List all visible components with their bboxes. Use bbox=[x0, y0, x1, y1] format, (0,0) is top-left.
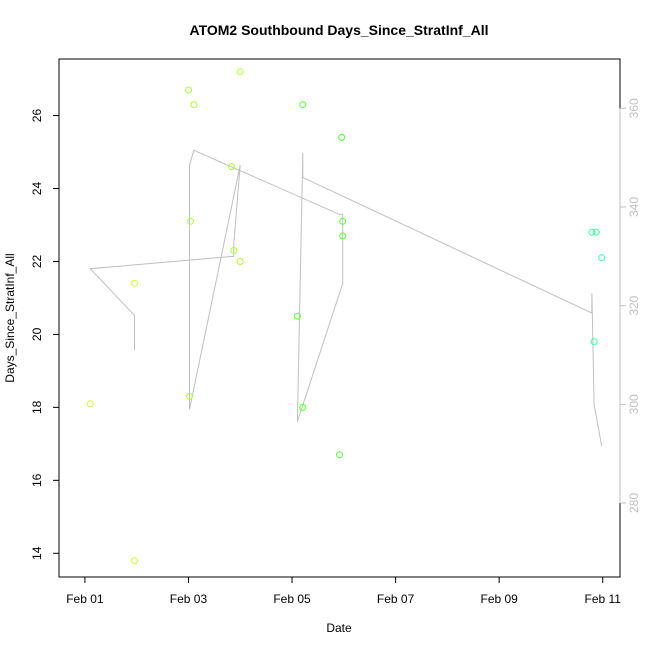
plot-frame bbox=[58, 58, 621, 578]
x-tick-label: Feb 03 bbox=[170, 592, 208, 606]
y2-tick-label: 360 bbox=[627, 98, 641, 118]
track-line bbox=[89, 149, 603, 447]
data-point bbox=[592, 228, 600, 236]
data-point bbox=[86, 400, 94, 408]
data-point bbox=[131, 557, 138, 565]
data-point bbox=[190, 101, 198, 109]
data-point bbox=[336, 451, 343, 459]
data-point bbox=[338, 133, 346, 141]
y-tick-label: 26 bbox=[30, 109, 44, 123]
data-point bbox=[339, 232, 347, 240]
data-point bbox=[588, 228, 596, 236]
point-layer bbox=[86, 68, 606, 565]
y-axis-right: 280 300 320 340 360 bbox=[619, 98, 641, 513]
data-point bbox=[598, 254, 606, 262]
data-point bbox=[590, 338, 598, 346]
data-point bbox=[293, 312, 301, 320]
data-point bbox=[228, 163, 236, 171]
x-tick-label: Feb 05 bbox=[273, 592, 311, 606]
data-point bbox=[236, 258, 244, 265]
data-point bbox=[299, 403, 307, 411]
y-tick-label: 14 bbox=[30, 546, 44, 560]
data-point bbox=[339, 217, 347, 225]
y2-tick-label: 340 bbox=[627, 197, 641, 217]
y-axis-left: 14 16 18 20 22 24 26 bbox=[30, 109, 60, 560]
data-point bbox=[186, 392, 193, 400]
x-axis-label: Date bbox=[326, 621, 352, 635]
x-tick-label: Feb 07 bbox=[377, 592, 415, 606]
data-point bbox=[230, 247, 238, 254]
track-line-layer bbox=[89, 149, 603, 447]
x-tick-label: Feb 01 bbox=[66, 592, 104, 606]
y-tick-label: 22 bbox=[30, 254, 44, 268]
x-tick-label: Feb 11 bbox=[585, 592, 622, 606]
data-point bbox=[236, 68, 244, 76]
y-axis-label: Days_Since_StratInf_All bbox=[3, 253, 17, 382]
x-tick-label: Feb 09 bbox=[480, 592, 518, 606]
data-point bbox=[187, 217, 195, 225]
y-tick-label: 24 bbox=[30, 182, 44, 196]
y2-tick-label: 300 bbox=[627, 394, 641, 414]
y-tick-label: 18 bbox=[30, 400, 44, 414]
y-tick-label: 16 bbox=[30, 473, 44, 487]
y2-tick-label: 280 bbox=[627, 493, 641, 513]
data-point bbox=[299, 101, 307, 109]
data-point bbox=[131, 279, 138, 287]
y-tick-label: 20 bbox=[30, 327, 44, 341]
chart-title: ATOM2 Southbound Days_Since_StratInf_All bbox=[190, 22, 489, 38]
data-point bbox=[185, 86, 192, 94]
x-axis: Feb 01 Feb 03 Feb 05 Feb 07 Feb 09 Feb 11 bbox=[66, 576, 622, 606]
y2-tick-label: 320 bbox=[627, 295, 641, 315]
